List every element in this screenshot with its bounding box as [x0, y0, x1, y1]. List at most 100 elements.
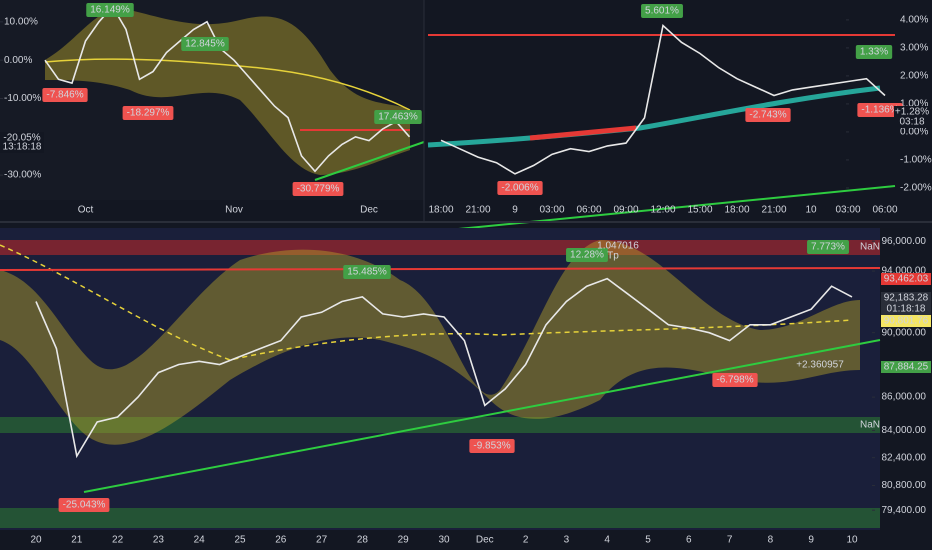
x-tick-label: 09:00 [613, 205, 638, 216]
price-label-box [881, 303, 931, 315]
y-tick-label: 1.00% [900, 99, 928, 110]
x-tick-label: 06:00 [576, 205, 601, 216]
charts: 10.00% 0.00% -10.00% -30.00% Oct Nov Dec 16.149… [0, 3, 932, 546]
moving-average [44, 58, 411, 111]
trend-ribbon-down [529, 125, 637, 141]
annotation: 16.149% [90, 5, 130, 16]
annotation-box [712, 373, 758, 387]
annotation: +2.360957 [796, 360, 844, 371]
x-tick-label: 24 [194, 535, 206, 546]
demand-zone [0, 508, 880, 528]
annotation-box [86, 3, 134, 17]
annotation-box [292, 182, 344, 196]
y-tick-label: -10.00% [4, 93, 41, 104]
annotation-box [641, 4, 683, 18]
price-label-box [0, 141, 44, 153]
x-tick-label: 12:00 [650, 205, 675, 216]
price-label-box [881, 273, 931, 285]
trend-line [314, 141, 425, 181]
annotation-box [807, 240, 849, 254]
y-tick-label: 84,000.00 [882, 425, 927, 436]
annotation: -25.043% [63, 500, 106, 511]
x-tick-label: Dec [360, 205, 378, 216]
annotation-box [42, 88, 88, 102]
y-tick-label: 0.00% [4, 55, 32, 66]
x-tick-label: 06:00 [872, 205, 897, 216]
zone-label: NaN [860, 420, 880, 431]
annotation: 17.463% [378, 112, 418, 123]
trend-line [83, 339, 881, 493]
x-tick-label: 23 [153, 535, 165, 546]
x-tick-label: 22 [112, 535, 124, 546]
x-tick-label: 03:00 [539, 205, 564, 216]
price-line [35, 277, 853, 459]
annotation-box [497, 181, 543, 195]
annotation: -7.846% [46, 90, 83, 101]
price-label-box [881, 292, 931, 304]
price-line [440, 23, 886, 175]
annotation: 15.485% [347, 267, 387, 278]
price-label: 03:18 [899, 117, 924, 128]
y-tick-label: 0.00% [900, 127, 928, 138]
price-label-box [894, 106, 930, 118]
price-label: 13:18:18 [3, 142, 42, 153]
annotation: 12.845% [185, 39, 225, 50]
x-tick-label: 5 [645, 535, 651, 546]
supply-zone [0, 240, 880, 255]
y-tick-label: 82,400.00 [882, 452, 927, 463]
x-tick-label: 2 [523, 535, 529, 546]
annotation-box [857, 103, 903, 117]
volatility-band [45, 8, 410, 175]
resistance-line [0, 267, 881, 271]
x-tick-label: 3 [564, 535, 570, 546]
annotation: 1.047016 [597, 241, 639, 252]
annotation: Tp [607, 251, 619, 262]
y-tick-label: 86,000.00 [882, 392, 927, 403]
price-label: -20.05% [3, 133, 40, 144]
y-tick-label: 80,800.00 [882, 480, 927, 491]
x-tick-label: 20 [30, 535, 42, 546]
x-tick-label: 27 [316, 535, 328, 546]
price-label: 87,884.25 [884, 362, 929, 373]
annotation: -9.853% [473, 441, 510, 452]
x-tick-label: 7 [727, 535, 733, 546]
x-tick-label: 4 [604, 535, 610, 546]
x-tick-label: Oct [78, 205, 94, 216]
x-tick-label: 21:00 [465, 205, 490, 216]
price-label-box [881, 315, 931, 327]
annotation: 5.601% [645, 6, 679, 17]
annotation: 12.28% [570, 250, 604, 261]
y-tick-label: 96,000.00 [882, 236, 927, 247]
x-tick-label: 30 [438, 535, 450, 546]
price-label: +1.28% [895, 107, 929, 118]
volatility-band [0, 240, 860, 445]
x-tick-label: 6 [686, 535, 692, 546]
moving-average [0, 244, 853, 361]
x-tick-label: Nov [225, 205, 243, 216]
x-tick-label: 10 [805, 205, 817, 216]
y-tick-label: 2.00% [900, 71, 928, 82]
annotation: -2.006% [501, 183, 538, 194]
x-tick-label: 9 [808, 535, 814, 546]
annotation-box [469, 439, 515, 453]
annotation-box [122, 106, 174, 120]
annotation: 7.773% [811, 242, 845, 253]
y-tick-label: 10.00% [4, 16, 38, 27]
price-label-box [881, 361, 931, 373]
x-tick-label: 28 [357, 535, 369, 546]
x-tick-label: 10 [846, 535, 858, 546]
annotation-box [58, 498, 110, 512]
price-label: 93,462.03 [884, 274, 929, 285]
x-tick-label: 26 [275, 535, 287, 546]
zone-label: NaN [860, 242, 880, 253]
x-tick-label: 8 [768, 535, 774, 546]
price-label: 01:18:18 [887, 304, 926, 315]
annotation: -30.779% [297, 184, 340, 195]
x-tick-label: 25 [234, 535, 246, 546]
x-tick-label: 03:00 [835, 205, 860, 216]
trend-line [427, 185, 896, 233]
x-tick-label: 29 [398, 535, 410, 546]
x-tick-label: 15:00 [687, 205, 712, 216]
x-tick-label: Dec [476, 535, 494, 546]
